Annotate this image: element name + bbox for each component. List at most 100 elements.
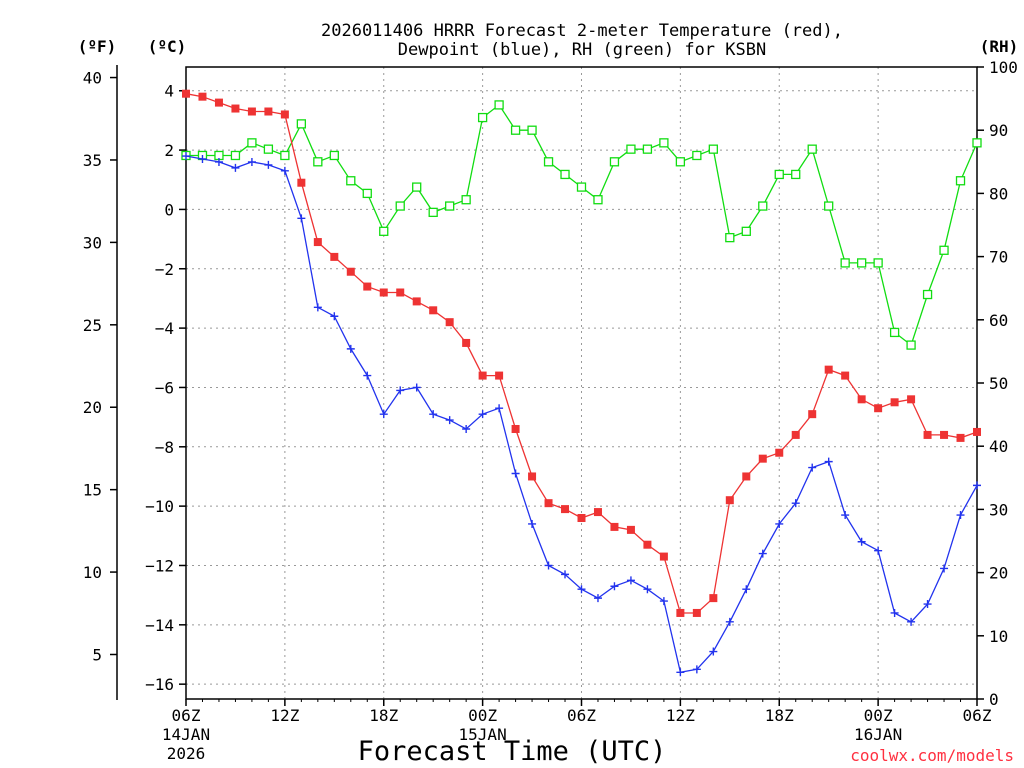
dewpoint-point [758, 549, 767, 558]
rh-point [379, 226, 389, 236]
celsius-unit-label: (ºC) [148, 37, 187, 56]
dewpoint-point [412, 383, 421, 392]
temperature-point [528, 472, 537, 481]
rh-tick-label: 100 [989, 58, 1018, 77]
dewpoint-point [841, 511, 850, 520]
rh-point [791, 169, 801, 180]
celsius-tick-label: −10 [145, 497, 174, 516]
temperature-point [182, 89, 190, 98]
temperature-point [923, 430, 932, 439]
rh-point [445, 201, 455, 211]
rh-tick-label: 10 [989, 627, 1008, 646]
dewpoint-point [462, 424, 471, 433]
time-tick-label: 12Z [270, 706, 299, 725]
dewpoint-point [940, 564, 949, 573]
dewpoint-point [692, 665, 701, 674]
temperature-point [610, 522, 619, 531]
dewpoint-series [182, 152, 981, 677]
dewpoint-point [379, 410, 388, 419]
dewpoint-point [626, 576, 635, 585]
rh-point [807, 144, 817, 154]
time-tick-label: 06Z [963, 706, 992, 725]
rh-point [692, 150, 702, 161]
fahrenheit-tick-label: 35 [83, 151, 102, 170]
rh-point [280, 150, 290, 161]
temperature-point [445, 318, 454, 327]
temperature-point [742, 472, 751, 481]
temperature-point [973, 427, 981, 436]
rh-point [461, 195, 471, 205]
temperature-point [396, 288, 405, 297]
temperature-point [824, 365, 833, 374]
temperature-point [429, 306, 438, 315]
rh-point [560, 169, 570, 180]
dewpoint-point [280, 166, 289, 175]
rh-point [906, 340, 916, 350]
dewpoint-point [659, 597, 668, 606]
temperature-point [412, 297, 421, 306]
celsius-tick-label: −2 [155, 260, 174, 279]
temperature-point [791, 430, 800, 439]
rh-tick-label: 90 [989, 121, 1008, 140]
dewpoint-point [610, 582, 619, 591]
rh-point [477, 112, 488, 123]
rh-tick-label: 20 [989, 564, 1008, 583]
dewpoint-point [791, 499, 800, 508]
dewpoint-point [643, 585, 652, 594]
rh-point [824, 201, 834, 211]
temperature-point [659, 552, 668, 561]
celsius-tick-label: 4 [164, 82, 174, 101]
temperature-point [940, 430, 949, 439]
temperature-point [709, 594, 718, 603]
dewpoint-point [923, 600, 932, 609]
dewpoint-point [956, 511, 965, 520]
temperature-point [231, 104, 240, 113]
rh-tick-label: 0 [989, 690, 999, 709]
rh-point [296, 119, 307, 129]
fahrenheit-unit-label: (ºF) [78, 37, 117, 56]
celsius-tick-label: −4 [155, 319, 174, 338]
plot-frame [185, 66, 978, 700]
temperature-point [775, 448, 784, 457]
rh-point [609, 157, 620, 167]
temperature-point [956, 433, 965, 442]
temperature-point [280, 110, 289, 119]
dewpoint-point [561, 570, 570, 579]
dewpoint-point [247, 157, 256, 166]
time-tick-label: 18Z [369, 706, 398, 725]
temperature-point [379, 288, 388, 297]
time-tick-label: 00Z [864, 706, 893, 725]
time-tick-label: 00Z [468, 706, 497, 725]
dewpoint-point [198, 154, 207, 163]
dewpoint-point [725, 617, 734, 626]
dewpoint-point [824, 457, 833, 466]
time-tick-label: 06Z [567, 706, 596, 725]
chart-title-line1: 2026011406 HRRR Forecast 2-meter Tempera… [321, 21, 843, 41]
dewpoint-point [857, 537, 866, 546]
rh-point [840, 258, 850, 268]
dewpoint-point [214, 157, 223, 166]
rh-point [939, 245, 949, 255]
dewpoint-point [874, 546, 883, 555]
rh-point [856, 258, 867, 268]
celsius-tick-label: 0 [164, 200, 174, 219]
dewpoint-line [185, 155, 978, 674]
temperature-point [198, 92, 207, 101]
temperature-point [346, 267, 355, 276]
time-tick-label: 06Z [172, 706, 201, 725]
celsius-tick-label: −16 [145, 675, 174, 694]
dewpoint-point [346, 344, 355, 353]
temperature-point [330, 252, 339, 261]
temperature-point [841, 371, 850, 380]
temperature-point [808, 410, 817, 419]
dewpoint-point [231, 163, 240, 172]
temperature-point [874, 404, 883, 413]
dewpoint-point [775, 519, 784, 528]
dewpoint-point [808, 463, 817, 472]
rh-point [593, 195, 603, 205]
temperature-point [214, 98, 223, 107]
rh-point [675, 157, 686, 167]
